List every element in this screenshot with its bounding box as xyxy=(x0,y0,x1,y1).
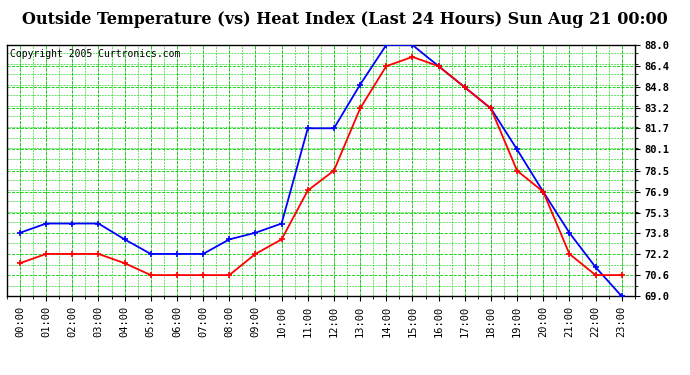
Text: Outside Temperature (vs) Heat Index (Last 24 Hours) Sun Aug 21 00:00: Outside Temperature (vs) Heat Index (Las… xyxy=(22,11,668,28)
Text: Copyright 2005 Curtronics.com: Copyright 2005 Curtronics.com xyxy=(10,49,180,59)
